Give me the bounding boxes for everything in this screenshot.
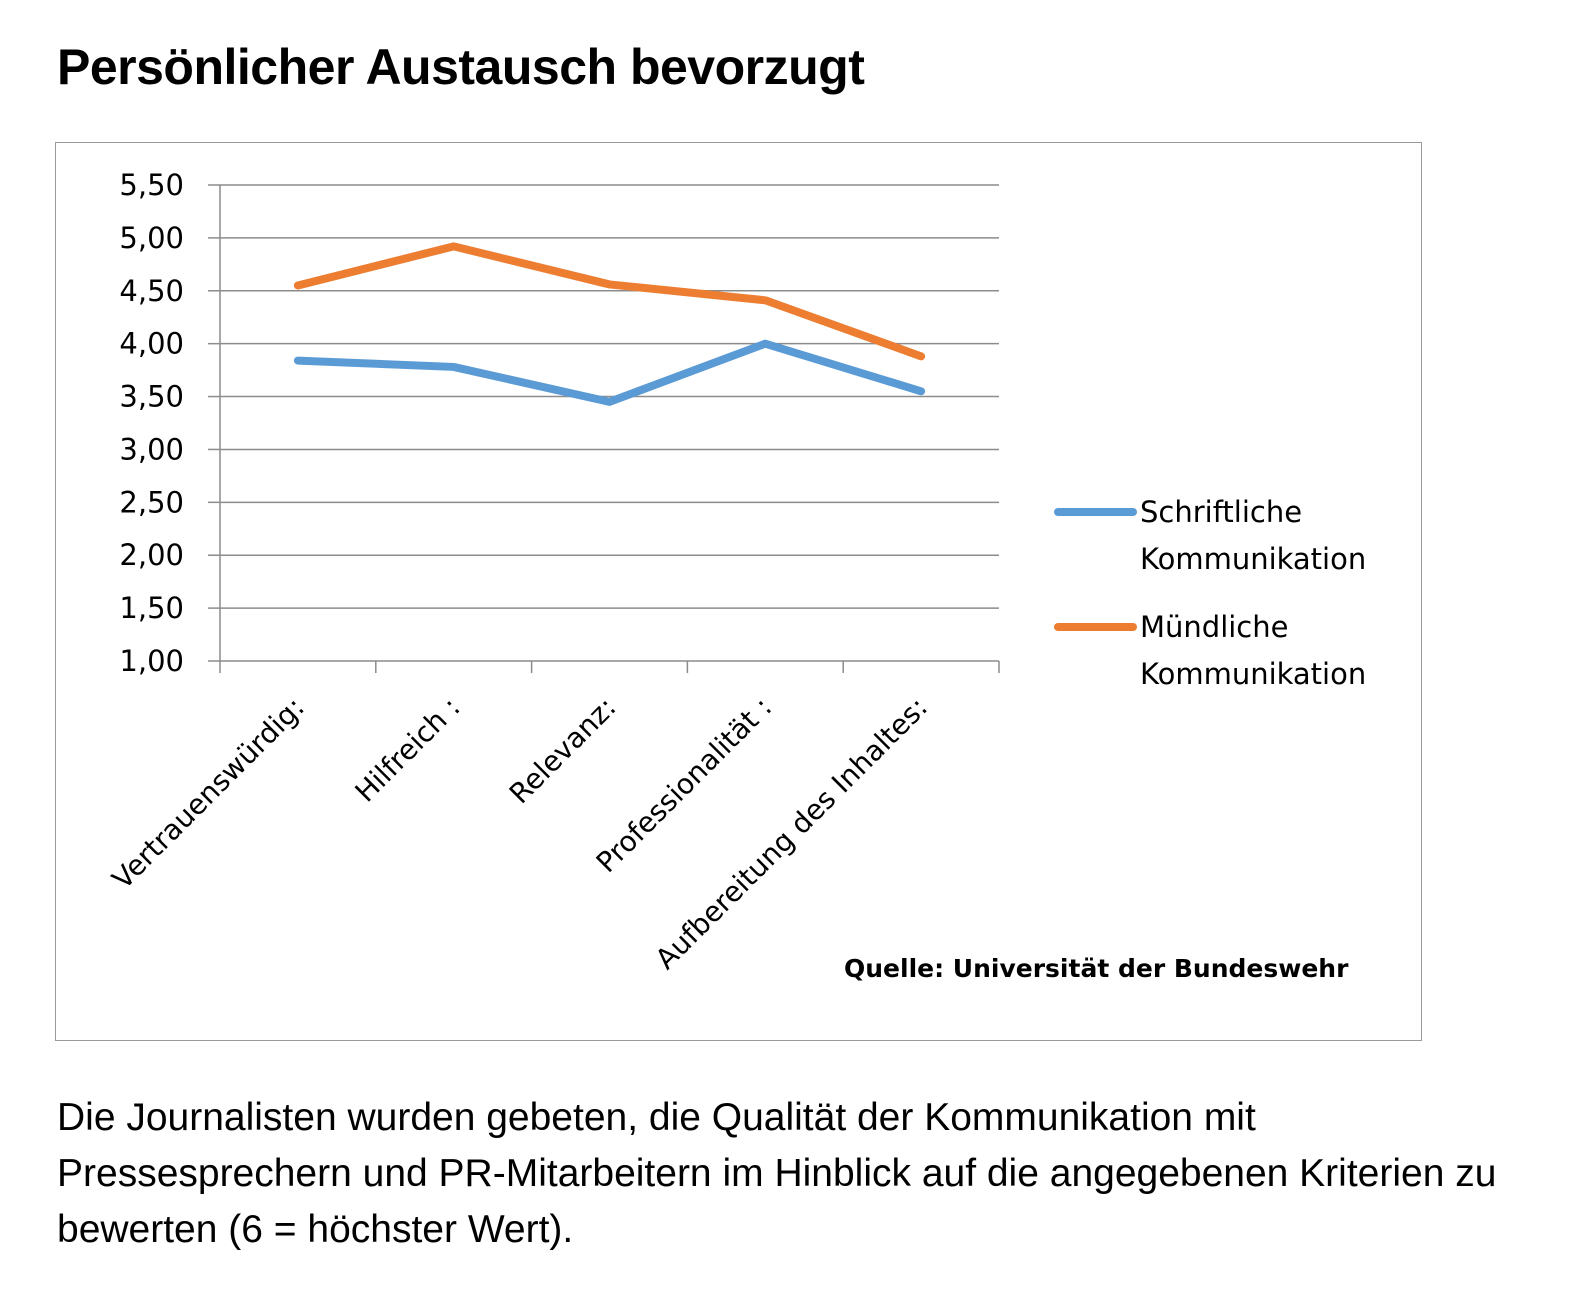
legend-label: Kommunikation [1140, 542, 1366, 576]
legend-label: Kommunikation [1140, 657, 1366, 691]
y-tick-label: 5,50 [119, 168, 184, 202]
legend-label: Schriftliche [1140, 495, 1302, 529]
legend-label: Mündliche [1140, 610, 1288, 644]
y-tick-label: 2,50 [119, 485, 184, 519]
legend: Schriftliche Kommunikation Mündliche Kommun… [1054, 495, 1366, 691]
y-tick-label: 2,00 [119, 538, 184, 572]
y-tick-label: 4,50 [119, 274, 184, 308]
caption-text: Die Journalisten wurden gebeten, die Qua… [57, 1096, 1497, 1251]
axes: 5,50 5,00 4,50 4,00 3,50 3,00 2,50 2,00 1,50 1,00… [106, 168, 1000, 976]
series-line [293, 339, 926, 406]
page-title: Persönlicher Austausch bevorzugt [57, 39, 865, 95]
category-label: Relevanz: [503, 691, 623, 811]
y-tick-label: 4,00 [119, 327, 184, 361]
category-label: Hilfreich : [349, 691, 467, 809]
series-line [293, 242, 926, 361]
y-tick-label: 5,00 [119, 221, 184, 255]
series-lines [293, 242, 926, 406]
category-label: Aufbereitung des Inhaltes: [649, 691, 934, 976]
line-chart: 5,50 5,00 4,50 4,00 3,50 3,00 2,50 2,00 1,50 1,00… [106, 168, 1367, 983]
gridlines [220, 184, 999, 609]
source-note: Quelle: Universität der Bundeswehr [844, 954, 1349, 983]
y-tick-label: 3,00 [119, 432, 184, 466]
y-tick-label: 1,50 [119, 591, 184, 625]
category-label: Vertrauenswürdig: [106, 691, 311, 896]
y-tick-label: 3,50 [119, 380, 184, 414]
chart-frame: 5,50 5,00 4,50 4,00 3,50 3,00 2,50 2,00 1,50 1,00… [55, 142, 1422, 1041]
y-tick-label: 1,00 [119, 644, 184, 678]
